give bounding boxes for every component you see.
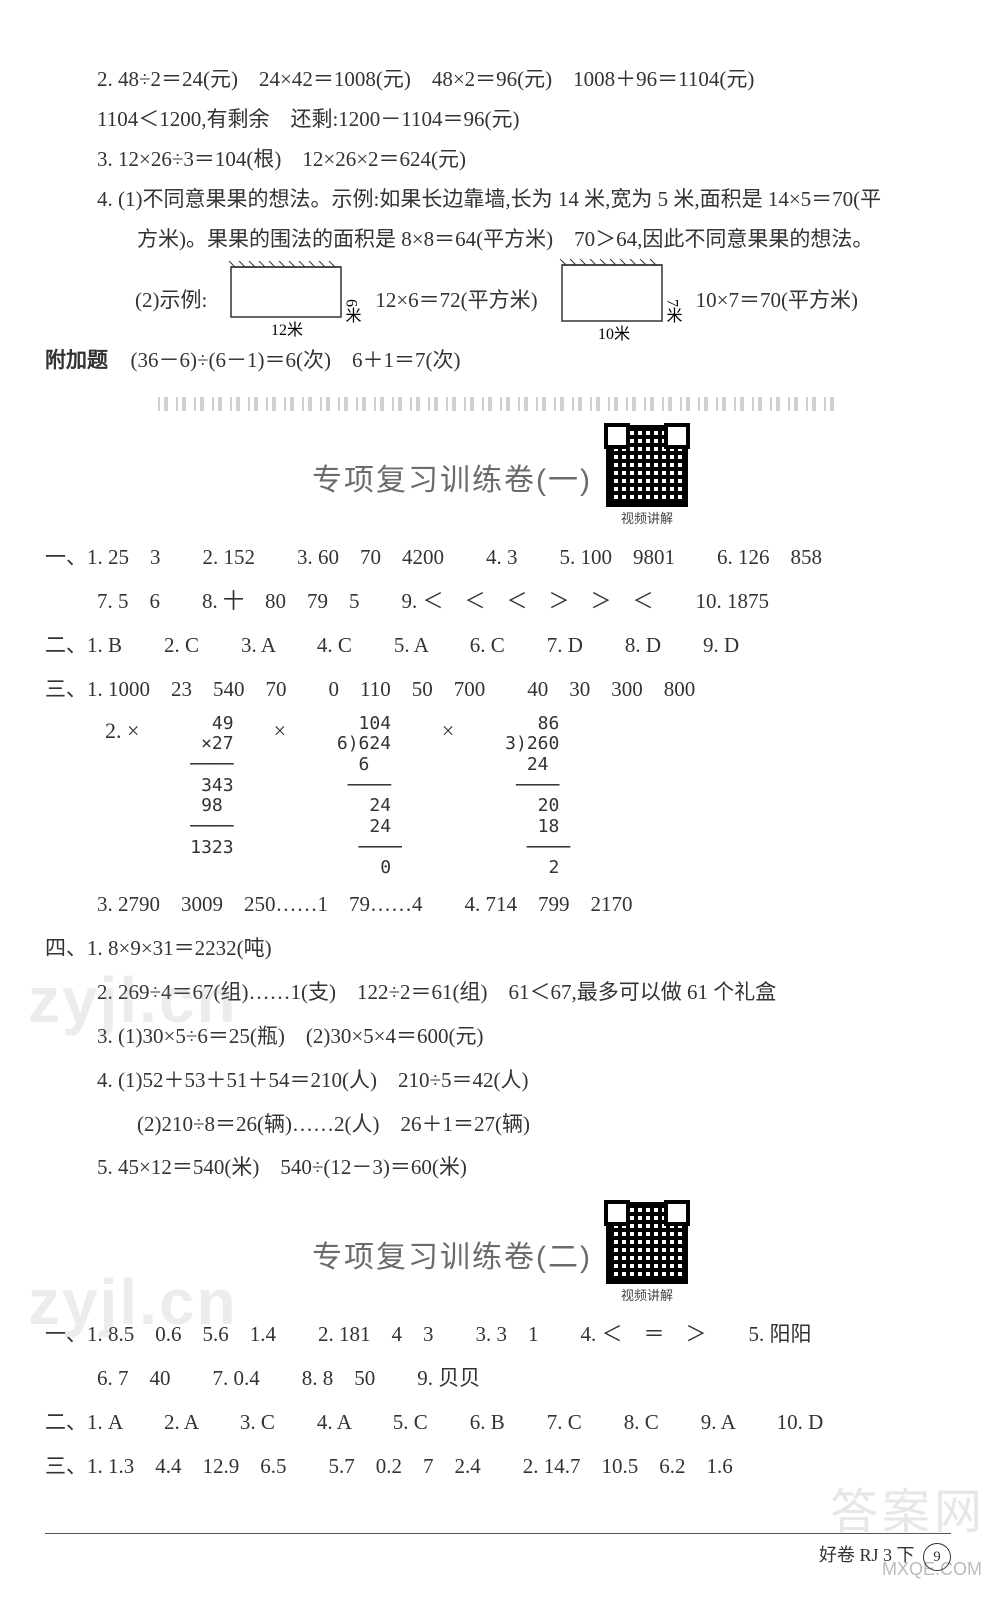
section-1-title: 专项复习训练卷(一) (312, 452, 592, 509)
extra-line: 附加题 (36－6)÷(6－1)＝6(次) 6＋1＝7(次) (45, 341, 951, 381)
qr-box-1: 视频讲解 (610, 429, 684, 532)
rect2-w: 10米 (598, 325, 630, 341)
calc-2-pre: 104 6)624 6 ──── 24 24 ──── 0 (326, 714, 402, 880)
section-1-title-row: 专项复习训练卷(一) 视频讲解 (45, 429, 951, 532)
q4-line2: 方米)。果果的围法的面积是 8×8＝64(平方米) 70＞64,因此不同意果果的… (45, 220, 951, 260)
rect1-h: 6米 (343, 299, 362, 323)
q2-line1: 2. 48÷2＝24(元) 24×42＝1008(元) 48×2＝96(元) 1… (45, 60, 951, 100)
q2-line2: 1104＜1200,有剩余 还剩:1200－1104＝96(元) (45, 100, 951, 140)
divider-1 (158, 397, 838, 411)
s1-r2: 7. 5 6 8. 十 80 79 5 9. ＜ ＜ ＜ ＞ ＞ ＜ 10. 1… (45, 582, 951, 622)
page: 2. 48÷2＝24(元) 24×42＝1008(元) 48×2＝96(元) 1… (0, 0, 996, 1600)
calc-2-sym: × (274, 718, 286, 743)
calc-2: 104 6)624 6 ──── 24 24 ──── 0 (326, 714, 402, 880)
calc-1: 49 ×27 ──── 343 98 ──── 1323 (179, 714, 233, 859)
q4-prefix: (2)示例: (135, 281, 207, 321)
q4-right: 10×7＝70(平方米) (696, 281, 858, 321)
s1-calc-row: 2. × 49 ×27 ──── 343 98 ──── 1323 × 104 … (45, 714, 951, 880)
rect2-h: 7米 (663, 299, 682, 323)
qr-label-1: 视频讲解 (621, 507, 673, 532)
calc-label: 2. × (105, 718, 139, 743)
qr-icon (610, 429, 684, 503)
s2-r1: 一、1. 8.5 0.6 5.6 1.4 2. 181 4 3 3. 3 1 4… (45, 1315, 951, 1355)
s2-r2: 6. 7 40 7. 0.4 8. 8 50 9. 贝贝 (45, 1359, 951, 1399)
s1-r8: 2. 269÷4＝67(组)……1(支) 122÷2＝61(组) 61＜67,最… (45, 973, 951, 1013)
rect-diagram-1: 6米 12米 (221, 261, 361, 339)
s1-r12: 5. 45×12＝540(米) 540÷(12－3)＝60(米) (45, 1148, 951, 1188)
calc-3-sym: × (442, 718, 454, 743)
calc-1-pre: 49 ×27 ──── 343 98 ──── 1323 (179, 714, 233, 859)
q4-line1: 4. (1)不同意果果的想法。示例:如果长边靠墙,长为 14 米,宽为 5 米,… (45, 180, 951, 220)
calc-3: 86 3)260 24 ──── 20 18 ──── 2 (494, 714, 570, 880)
s2-r4: 三、1. 1.3 4.4 12.9 6.5 5.7 0.2 7 2.4 2. 1… (45, 1447, 951, 1487)
rect-diagram-2: 7米 10米 (552, 259, 682, 341)
s1-r4: 三、1. 1000 23 540 70 0 110 50 700 40 30 3… (45, 670, 951, 710)
s2-r3: 二、1. A 2. A 3. C 4. A 5. C 6. B 7. C 8. … (45, 1403, 951, 1443)
qr-box-2: 视频讲解 (610, 1206, 684, 1309)
qr-label-2: 视频讲解 (621, 1284, 673, 1309)
s1-r3: 二、1. B 2. C 3. A 4. C 5. A 6. C 7. D 8. … (45, 626, 951, 666)
section-2-title: 专项复习训练卷(二) (312, 1229, 592, 1286)
s1-r6: 3. 2790 3009 250……1 79……4 4. 714 799 217… (45, 885, 951, 925)
footer-text: 好卷 RJ 3 下 (819, 1545, 915, 1565)
calc-3-pre: 86 3)260 24 ──── 20 18 ──── 2 (494, 714, 570, 880)
s1-r9: 3. (1)30×5÷6＝25(瓶) (2)30×5×4＝600(元) (45, 1017, 951, 1057)
section-2-answers: 一、1. 8.5 0.6 5.6 1.4 2. 181 4 3 3. 3 1 4… (45, 1315, 951, 1487)
s1-r7: 四、1. 8×9×31＝2232(吨) (45, 929, 951, 969)
qr-icon-2 (610, 1206, 684, 1280)
footer-page: 9 (923, 1543, 951, 1571)
extra-content: (36－6)÷(6－1)＝6(次) 6＋1＝7(次) (131, 348, 461, 372)
q4-diagram-row: (2)示例: 6米 12米 12×6＝72(平方米) (45, 259, 951, 341)
s1-r1: 一、1. 25 3 2. 152 3. 60 70 4200 4. 3 5. 1… (45, 538, 951, 578)
section-2-title-row: 专项复习训练卷(二) 视频讲解 (45, 1206, 951, 1309)
q4-mid: 12×6＝72(平方米) (375, 281, 537, 321)
s1-r10: 4. (1)52＋53＋51＋54＝210(人) 210÷5＝42(人) (45, 1061, 951, 1101)
page-footer: 好卷 RJ 3 下 9 (45, 1533, 951, 1572)
q3-line: 3. 12×26÷3＝104(根) 12×26×2＝624(元) (45, 140, 951, 180)
extra-label: 附加题 (45, 349, 108, 372)
section-1-answers: 一、1. 25 3 2. 152 3. 60 70 4200 4. 3 5. 1… (45, 538, 951, 1188)
rect1-w: 12米 (271, 321, 303, 339)
s1-r11: (2)210÷8＝26(辆)……2(人) 26＋1＝27(辆) (45, 1105, 951, 1145)
